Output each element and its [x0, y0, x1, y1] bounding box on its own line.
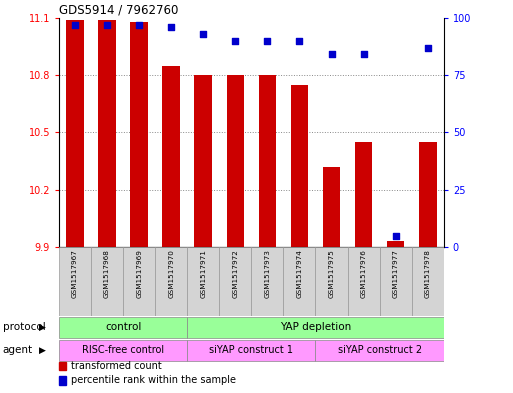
Bar [187, 340, 315, 361]
Point [360, 51, 368, 57]
Text: ▶: ▶ [38, 346, 45, 354]
Text: GSM1517969: GSM1517969 [136, 249, 142, 298]
Text: GSM1517978: GSM1517978 [425, 249, 431, 298]
Text: GSM1517968: GSM1517968 [104, 249, 110, 298]
Text: GSM1517970: GSM1517970 [168, 249, 174, 298]
Bar [283, 247, 315, 316]
Point [295, 37, 304, 44]
Text: GSM1517967: GSM1517967 [72, 249, 78, 298]
Bar [355, 142, 372, 247]
Bar [59, 362, 66, 370]
Text: GSM1517975: GSM1517975 [328, 249, 334, 298]
Bar [59, 376, 66, 384]
Text: control: control [105, 322, 141, 332]
Bar [163, 66, 180, 247]
Bar [411, 247, 444, 316]
Point [135, 22, 143, 28]
Text: YAP depletion: YAP depletion [280, 322, 351, 332]
Bar [59, 317, 187, 338]
Bar [419, 142, 437, 247]
Bar [59, 247, 91, 316]
Text: ▶: ▶ [38, 323, 45, 332]
Bar [187, 317, 444, 338]
Text: agent: agent [3, 345, 33, 355]
Bar [194, 75, 212, 247]
Text: RISC-free control: RISC-free control [82, 345, 164, 355]
Bar [380, 247, 411, 316]
Bar [130, 22, 148, 247]
Point [424, 44, 432, 51]
Bar [91, 247, 123, 316]
Point [167, 24, 175, 30]
Bar [348, 247, 380, 316]
Bar [291, 84, 308, 247]
Bar [315, 247, 348, 316]
Text: GSM1517976: GSM1517976 [361, 249, 367, 298]
Bar [251, 247, 283, 316]
Point [103, 22, 111, 28]
Bar [187, 247, 220, 316]
Text: protocol: protocol [3, 322, 45, 332]
Bar [227, 75, 244, 247]
Bar [315, 340, 444, 361]
Text: GDS5914 / 7962760: GDS5914 / 7962760 [59, 4, 179, 17]
Point [71, 22, 79, 28]
Text: transformed count: transformed count [71, 361, 161, 371]
Bar [98, 20, 116, 247]
Bar [259, 75, 276, 247]
Bar [123, 247, 155, 316]
Bar [155, 247, 187, 316]
Text: GSM1517972: GSM1517972 [232, 249, 239, 298]
Bar [387, 241, 404, 247]
Point [391, 233, 400, 239]
Bar [220, 247, 251, 316]
Text: siYAP construct 2: siYAP construct 2 [338, 345, 422, 355]
Text: GSM1517977: GSM1517977 [392, 249, 399, 298]
Point [263, 37, 271, 44]
Bar [66, 20, 84, 247]
Text: GSM1517971: GSM1517971 [200, 249, 206, 298]
Bar [323, 167, 340, 247]
Text: GSM1517974: GSM1517974 [297, 249, 303, 298]
Point [327, 51, 336, 57]
Point [199, 31, 207, 37]
Point [231, 37, 240, 44]
Bar [59, 340, 187, 361]
Text: percentile rank within the sample: percentile rank within the sample [71, 375, 235, 386]
Text: siYAP construct 1: siYAP construct 1 [209, 345, 293, 355]
Text: GSM1517973: GSM1517973 [264, 249, 270, 298]
